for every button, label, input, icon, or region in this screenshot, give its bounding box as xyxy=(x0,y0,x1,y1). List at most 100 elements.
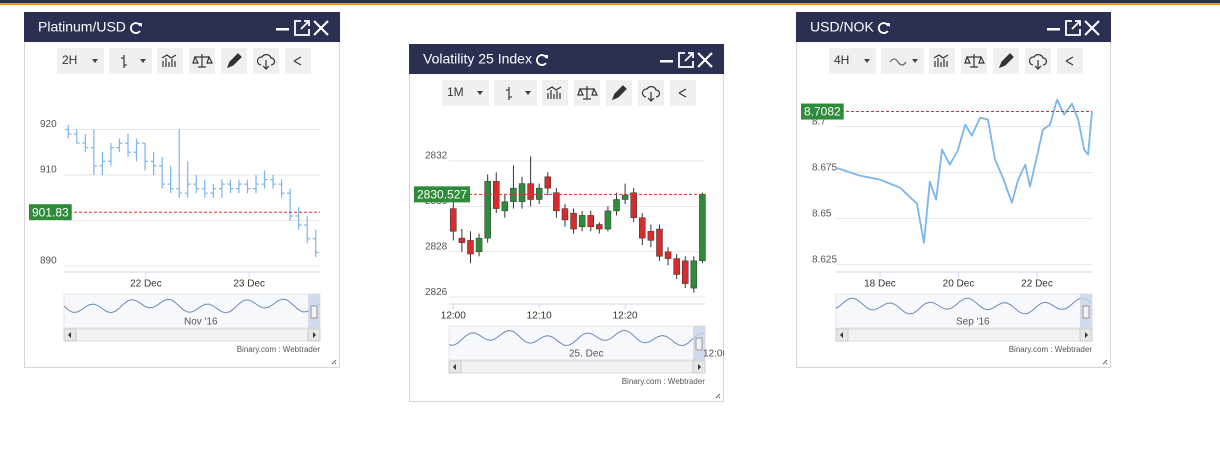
timeframe-label: 4H xyxy=(834,53,849,67)
maximize-button[interactable] xyxy=(678,52,694,68)
scroll-left-arrow xyxy=(453,364,456,370)
chart-type-dropdown[interactable] xyxy=(881,48,924,74)
refresh-icon xyxy=(877,22,890,34)
drawing-button-icon xyxy=(998,53,1014,69)
navigator-label: 12:00 xyxy=(703,349,724,360)
share-button-icon xyxy=(678,88,687,98)
x-tick-label: 12:10 xyxy=(527,311,552,322)
navigator-handle[interactable] xyxy=(1082,305,1090,319)
maximize-arrow xyxy=(300,20,310,30)
minimize-button[interactable] xyxy=(1047,28,1060,31)
current-price-tag xyxy=(414,186,471,203)
share-button[interactable] xyxy=(285,48,311,74)
candle-body xyxy=(535,187,543,200)
scroll-right-arrow xyxy=(1085,332,1088,338)
candle-body xyxy=(596,224,603,230)
x-tick-label: 12:00 xyxy=(441,311,466,322)
refresh-button[interactable] xyxy=(877,22,890,34)
candle-body xyxy=(570,212,577,230)
chart-window: Volatility 25 Index1M282628282830283212:… xyxy=(409,44,724,402)
close-button[interactable] xyxy=(1084,20,1100,36)
navigator-series xyxy=(448,329,706,347)
indicators-button[interactable] xyxy=(542,80,568,106)
y-tick-label: 8.625 xyxy=(812,254,837,265)
candle-body xyxy=(664,251,672,259)
navigator-label: Nov '16 xyxy=(184,317,218,328)
navigator-handle[interactable] xyxy=(695,337,703,351)
scroll-left-arrow xyxy=(840,332,843,338)
candle-body xyxy=(613,199,620,212)
window-canvas: USD/NOK 4H 8.625 8.65 8.675 8.7 18 Dec 20 Dec 22… xyxy=(796,12,1111,365)
scrollbar-track xyxy=(835,328,1093,342)
chart-type-icon xyxy=(121,55,127,68)
window-header xyxy=(24,12,340,42)
indicators-button[interactable] xyxy=(929,48,955,74)
maximize-button[interactable] xyxy=(294,20,310,36)
indicators-button-icon xyxy=(161,54,177,67)
drawing-button-icon xyxy=(226,53,242,69)
close-button[interactable] xyxy=(313,20,329,36)
current-price-tag xyxy=(801,103,844,120)
refresh-button[interactable] xyxy=(129,22,142,34)
refresh-arrow xyxy=(543,55,548,59)
close-button[interactable] xyxy=(697,52,713,68)
comparison-button-icon xyxy=(964,54,985,68)
maximize-arrow xyxy=(1071,20,1081,30)
chart-type-dropdown[interactable] xyxy=(494,80,537,106)
y-tick-label: 910 xyxy=(40,165,57,176)
download-button-icon xyxy=(641,86,661,102)
x-tick-label: 20 Dec xyxy=(943,279,975,290)
maximize-icon xyxy=(294,20,310,36)
minimize-button[interactable] xyxy=(660,60,673,63)
y-tick-label: 890 xyxy=(40,256,57,267)
x-tick-label: 22 Dec xyxy=(1021,279,1053,290)
candle-body xyxy=(450,208,457,232)
refresh-icon xyxy=(536,54,548,66)
candle-body xyxy=(484,181,491,239)
navigator xyxy=(448,325,706,361)
candle-body xyxy=(587,215,594,228)
candle-body xyxy=(467,240,474,255)
candle-body xyxy=(492,181,500,209)
candle-body xyxy=(578,215,586,228)
indicators-button-icon xyxy=(933,54,949,67)
refresh-arrow xyxy=(137,23,142,27)
dropdown-arrow xyxy=(140,59,146,63)
candle-body xyxy=(656,228,663,257)
share-button[interactable] xyxy=(1057,48,1083,74)
download-button-icon xyxy=(1028,54,1048,70)
refresh-icon xyxy=(129,22,142,34)
footer-credit: Binary.com : Webtrader xyxy=(622,377,706,386)
candle-body xyxy=(621,194,629,200)
scrollbar-track xyxy=(448,360,706,374)
maximize-button[interactable] xyxy=(1065,20,1081,36)
refresh-button[interactable] xyxy=(536,54,548,66)
window-title: USD/NOK xyxy=(810,19,874,35)
candle-body xyxy=(527,183,534,200)
window-header xyxy=(409,44,724,74)
chart-window: USD/NOK 4H 8.625 8.65 8.675 8.7 18 Dec 20 Dec 22… xyxy=(796,12,1111,368)
minimize-button[interactable] xyxy=(276,28,289,31)
current-price-tag xyxy=(29,204,72,221)
chart-type-dropdown[interactable] xyxy=(109,48,152,74)
dropdown-arrow xyxy=(912,59,918,63)
price-line xyxy=(835,98,1093,244)
current-price-label: 8.7082 xyxy=(804,105,841,119)
indicators-button-icon xyxy=(546,86,562,99)
current-price-label: 2830.527 xyxy=(417,188,467,202)
window-title: Platinum/USD xyxy=(38,19,126,35)
scroll-left-arrow xyxy=(68,332,71,338)
candle-body xyxy=(681,260,689,284)
navigator-series xyxy=(835,297,1093,315)
dropdown-arrow xyxy=(525,91,531,95)
x-tick-label: 12:20 xyxy=(613,311,638,322)
navigator-handle[interactable] xyxy=(310,305,318,319)
indicators-button[interactable] xyxy=(157,48,183,74)
share-button[interactable] xyxy=(670,80,696,106)
y-tick-label: 2828 xyxy=(425,241,448,252)
footer-credit: Binary.com : Webtrader xyxy=(237,345,321,354)
current-price-label: 901.83 xyxy=(32,205,69,219)
y-tick-label: 2832 xyxy=(425,151,448,162)
resize-grip xyxy=(715,393,721,399)
